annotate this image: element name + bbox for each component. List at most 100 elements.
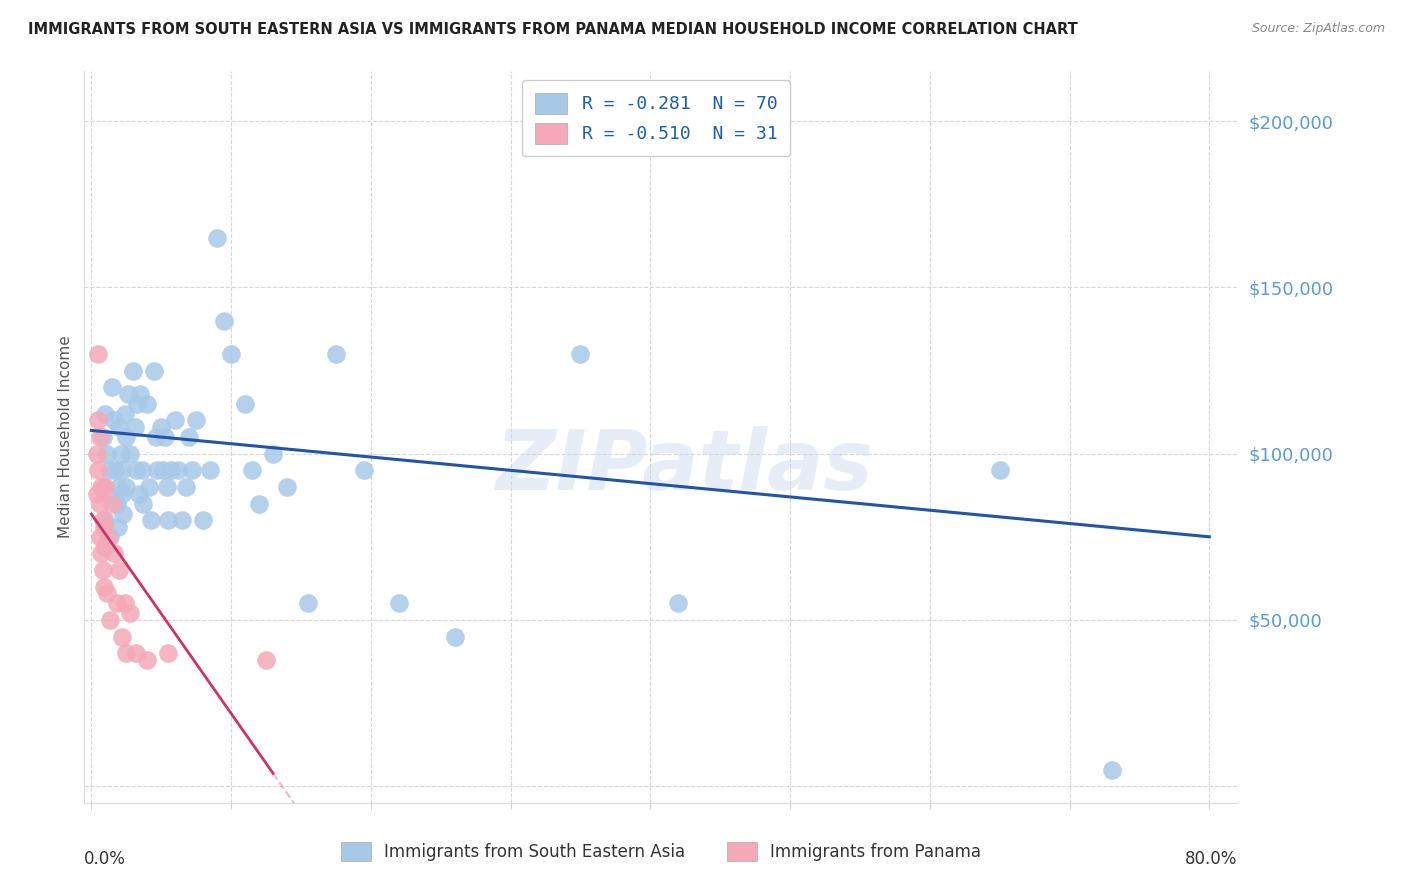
Text: IMMIGRANTS FROM SOUTH EASTERN ASIA VS IMMIGRANTS FROM PANAMA MEDIAN HOUSEHOLD IN: IMMIGRANTS FROM SOUTH EASTERN ASIA VS IM… <box>28 22 1078 37</box>
Point <box>160 463 183 477</box>
Point <box>93 480 115 494</box>
Point <box>97 486 120 500</box>
Point <box>666 596 689 610</box>
Point <box>115 480 138 494</box>
Point <box>127 397 149 411</box>
Point <box>89 497 111 511</box>
Point <box>98 613 121 627</box>
Point <box>131 463 153 477</box>
Point <box>276 480 298 494</box>
Point <box>165 413 187 427</box>
Point <box>167 463 190 477</box>
Point <box>108 480 131 494</box>
Point <box>110 447 132 461</box>
Point <box>353 463 375 477</box>
Point <box>157 513 180 527</box>
Point <box>117 387 139 401</box>
Point <box>86 486 108 500</box>
Point <box>124 420 146 434</box>
Point <box>254 653 277 667</box>
Point <box>111 463 134 477</box>
Point <box>176 480 198 494</box>
Point <box>94 407 117 421</box>
Point <box>87 347 110 361</box>
Point <box>98 463 121 477</box>
Point <box>443 630 465 644</box>
Point <box>141 513 163 527</box>
Point <box>152 463 174 477</box>
Text: 80.0%: 80.0% <box>1185 850 1237 868</box>
Point <box>143 363 166 377</box>
Legend: Immigrants from South Eastern Asia, Immigrants from Panama: Immigrants from South Eastern Asia, Immi… <box>333 835 988 868</box>
Text: 0.0%: 0.0% <box>84 850 127 868</box>
Point <box>94 480 117 494</box>
Point <box>104 463 127 477</box>
Point <box>86 447 108 461</box>
Point <box>145 430 167 444</box>
Point <box>115 430 138 444</box>
Point <box>297 596 319 610</box>
Point <box>101 380 124 394</box>
Point <box>87 463 110 477</box>
Point <box>89 530 111 544</box>
Point <box>115 646 138 660</box>
Point <box>122 363 145 377</box>
Point <box>212 314 235 328</box>
Point <box>155 430 177 444</box>
Y-axis label: Median Household Income: Median Household Income <box>58 335 73 539</box>
Point <box>120 447 142 461</box>
Point <box>103 546 125 560</box>
Point <box>233 397 256 411</box>
Point <box>101 497 124 511</box>
Point <box>569 347 592 361</box>
Point <box>138 480 160 494</box>
Point <box>94 513 117 527</box>
Point <box>96 586 118 600</box>
Point <box>114 596 136 610</box>
Point <box>91 513 114 527</box>
Point <box>90 546 112 560</box>
Point <box>132 497 155 511</box>
Point <box>129 387 152 401</box>
Point <box>988 463 1011 477</box>
Point <box>114 407 136 421</box>
Point <box>156 480 179 494</box>
Point <box>128 486 150 500</box>
Point <box>219 347 242 361</box>
Point <box>91 430 114 444</box>
Point <box>205 230 228 244</box>
Point <box>91 563 114 577</box>
Point <box>240 463 263 477</box>
Point <box>108 420 131 434</box>
Point <box>125 463 148 477</box>
Point <box>97 530 120 544</box>
Point <box>125 646 148 660</box>
Point <box>120 607 142 621</box>
Point <box>107 520 129 534</box>
Point <box>93 520 115 534</box>
Point <box>96 447 118 461</box>
Point <box>93 580 115 594</box>
Point <box>87 413 110 427</box>
Point <box>157 646 180 660</box>
Point <box>181 463 204 477</box>
Point <box>112 507 135 521</box>
Point <box>90 480 112 494</box>
Point <box>89 430 111 444</box>
Point <box>103 413 125 427</box>
Point <box>198 463 221 477</box>
Point <box>1101 763 1123 777</box>
Point <box>111 486 134 500</box>
Point <box>186 413 208 427</box>
Point <box>247 497 270 511</box>
Point <box>98 530 121 544</box>
Point <box>179 430 201 444</box>
Point <box>146 463 169 477</box>
Point <box>105 596 128 610</box>
Point <box>150 420 173 434</box>
Point <box>94 540 117 554</box>
Point <box>111 630 134 644</box>
Point <box>325 347 347 361</box>
Point <box>191 513 214 527</box>
Point <box>136 653 159 667</box>
